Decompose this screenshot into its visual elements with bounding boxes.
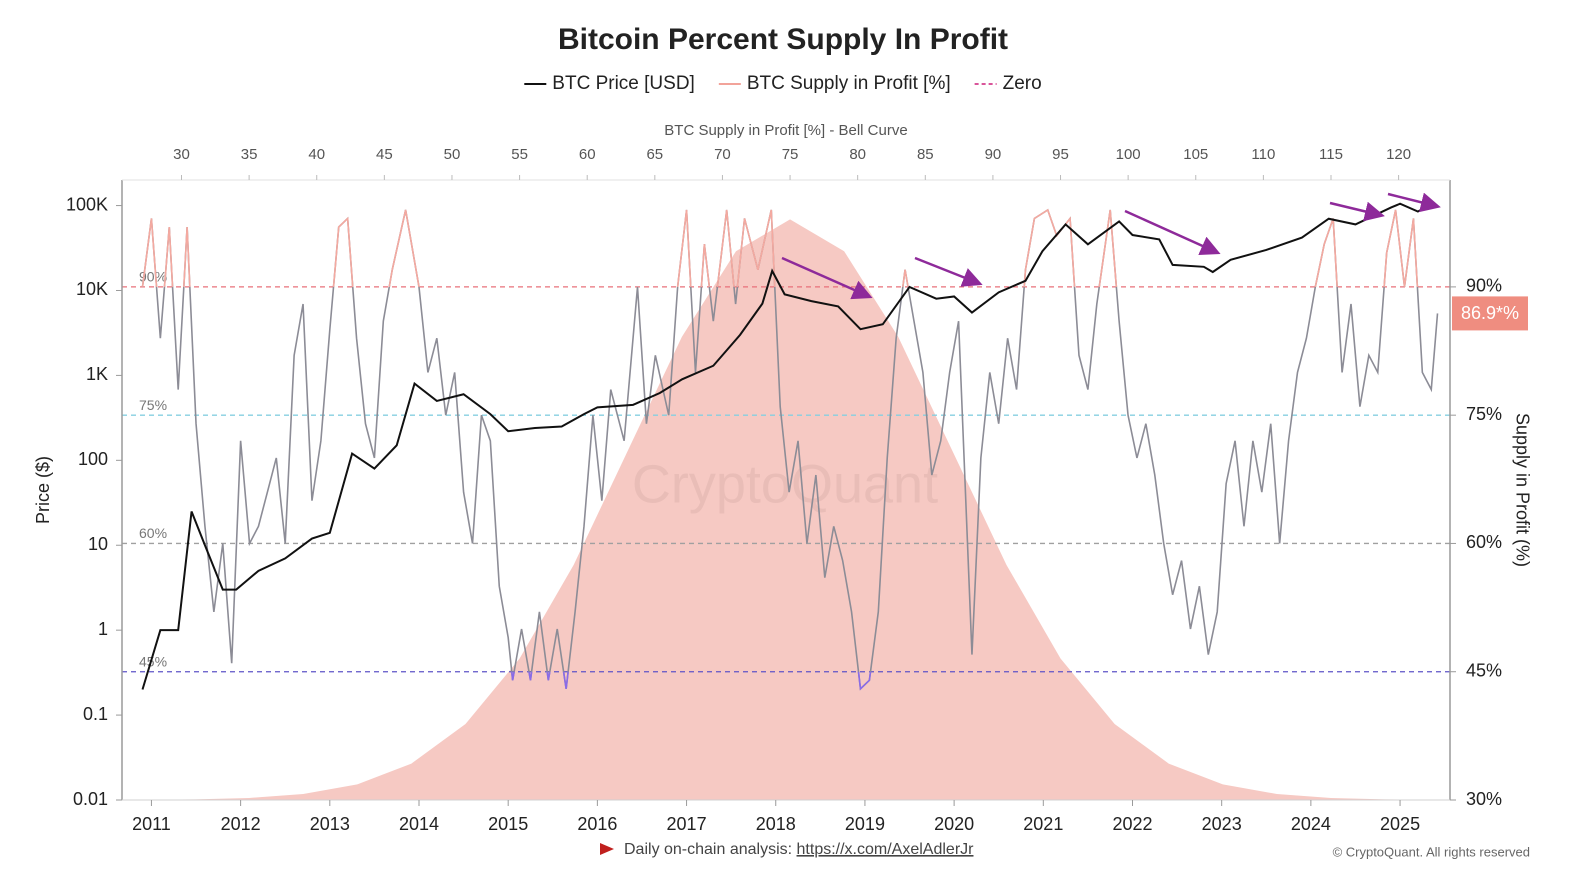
arrow xyxy=(1387,192,1441,213)
x-tick-label: 2020 xyxy=(934,814,974,834)
y2-tick-label: 90% xyxy=(1466,276,1502,296)
x-tick-label: 2022 xyxy=(1112,814,1152,834)
series-line-tint xyxy=(141,208,1419,287)
bell-curve-area xyxy=(140,219,1440,800)
footer-link[interactable]: https://x.com/AxelAdlerJr xyxy=(797,841,975,858)
plot-area: CryptoQuant 90% 75% 60% 45% xyxy=(122,202,1450,800)
annotation-arrows xyxy=(781,192,1441,300)
top-x-tick-label: 70 xyxy=(714,146,731,163)
legend-label: Zero xyxy=(1003,73,1042,94)
footer-icon xyxy=(600,843,614,855)
top-x-tick-label: 45 xyxy=(376,146,393,163)
x-tick-label: 2018 xyxy=(756,814,796,834)
top-x-tick-label: 95 xyxy=(1052,146,1069,163)
copyright: © CryptoQuant. All rights reserved xyxy=(1333,844,1530,859)
y-tick-label: 10K xyxy=(76,279,108,299)
footer-text: Daily on-chain analysis: xyxy=(624,841,792,858)
top-x-tick-label: 65 xyxy=(646,146,663,163)
x-tick-label: 2011 xyxy=(132,814,171,834)
x-tick-label: 2021 xyxy=(1023,814,1063,834)
watermark: CryptoQuant xyxy=(632,454,938,514)
legend-item: BTC Price [USD] xyxy=(524,73,695,94)
reference-label: 75% xyxy=(139,397,167,413)
series-line xyxy=(141,202,1432,690)
top-x-tick-label: 35 xyxy=(241,146,258,163)
y-tick-label: 100K xyxy=(66,194,108,214)
x-tick-label: 2016 xyxy=(577,814,617,834)
y2-axis-title: Supply in Profit (%) xyxy=(1512,413,1532,567)
reference-label: 45% xyxy=(139,653,167,669)
legend: BTC Price [USD] BTC Supply in Profit [%] Z… xyxy=(524,73,1042,94)
legend-label: BTC Price [USD] xyxy=(552,73,695,94)
y2-tick-label: 30% xyxy=(1466,789,1502,809)
y2-tick-label: 45% xyxy=(1466,660,1502,680)
arrow xyxy=(1124,209,1221,255)
y-axis-title: Price ($) xyxy=(33,456,53,524)
y2-tick-label: 75% xyxy=(1466,404,1502,424)
top-x-tick-label: 40 xyxy=(308,146,325,163)
y2-tick-label: 60% xyxy=(1466,532,1502,552)
y-tick-label: 1K xyxy=(86,364,108,384)
top-x-tick-label: 110 xyxy=(1251,146,1275,163)
x-tick-label: 2012 xyxy=(221,814,261,834)
ticks: 2011 2012 2013 2014 2015 2016 2017 2018 2019 2020… xyxy=(66,146,1528,834)
y-tick-label: 1 xyxy=(98,619,108,639)
x-tick-label: 2017 xyxy=(667,814,707,834)
top-x-tick-label: 120 xyxy=(1386,146,1411,163)
chart-title: Bitcoin Percent Supply In Profit xyxy=(558,23,1008,56)
x-tick-label: 2023 xyxy=(1202,814,1242,834)
top-x-tick-label: 105 xyxy=(1183,146,1208,163)
x-tick-label: 2019 xyxy=(845,814,885,834)
x-tick-label: 2013 xyxy=(310,814,350,834)
y-tick-label: 100 xyxy=(78,449,108,469)
top-x-tick-label: 100 xyxy=(1116,146,1141,163)
top-x-tick-label: 50 xyxy=(444,146,461,163)
legend-item: Zero xyxy=(974,73,1042,94)
legend-item: BTC Supply in Profit [%] xyxy=(718,73,951,94)
top-x-tick-label: 90 xyxy=(985,146,1002,163)
top-x-tick-label: 55 xyxy=(511,146,528,163)
top-x-tick-label: 60 xyxy=(579,146,596,163)
legend-label: BTC Supply in Profit [%] xyxy=(747,73,951,94)
x-tick-label: 2025 xyxy=(1380,814,1420,834)
footer: Daily on-chain analysis: https://x.com/A… xyxy=(624,841,974,858)
y-tick-label: 0.1 xyxy=(83,704,108,724)
top-x-tick-label: 115 xyxy=(1319,146,1343,163)
reference-label: 90% xyxy=(139,269,167,285)
x-tick-label: 2024 xyxy=(1291,814,1331,834)
y-tick-label: 0.01 xyxy=(73,789,108,809)
top-x-tick-label: 30 xyxy=(173,146,190,163)
top-x-tick-label: 85 xyxy=(917,146,934,163)
x-tick-label: 2015 xyxy=(488,814,528,834)
value-badge xyxy=(1452,296,1528,331)
arrow xyxy=(1329,201,1385,222)
value-badge-label: 86.9*% xyxy=(1461,303,1519,323)
top-axis-title: BTC Supply in Profit [%] - Bell Curve xyxy=(664,122,907,139)
top-x-tick-label: 75 xyxy=(782,146,799,163)
reference-label: 60% xyxy=(139,525,167,541)
axes xyxy=(121,179,1451,801)
y-tick-label: 10 xyxy=(88,534,108,554)
top-x-tick-label: 80 xyxy=(849,146,866,163)
arrow xyxy=(781,256,873,300)
arrow xyxy=(914,256,983,287)
x-tick-label: 2014 xyxy=(399,814,439,834)
